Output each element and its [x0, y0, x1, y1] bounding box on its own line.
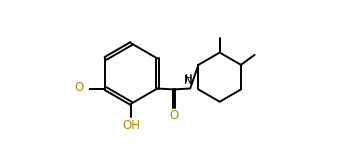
Text: O: O: [169, 110, 178, 122]
Text: N: N: [184, 74, 193, 87]
Text: O: O: [75, 81, 84, 95]
Text: H: H: [185, 74, 193, 84]
Text: OH: OH: [122, 119, 140, 132]
